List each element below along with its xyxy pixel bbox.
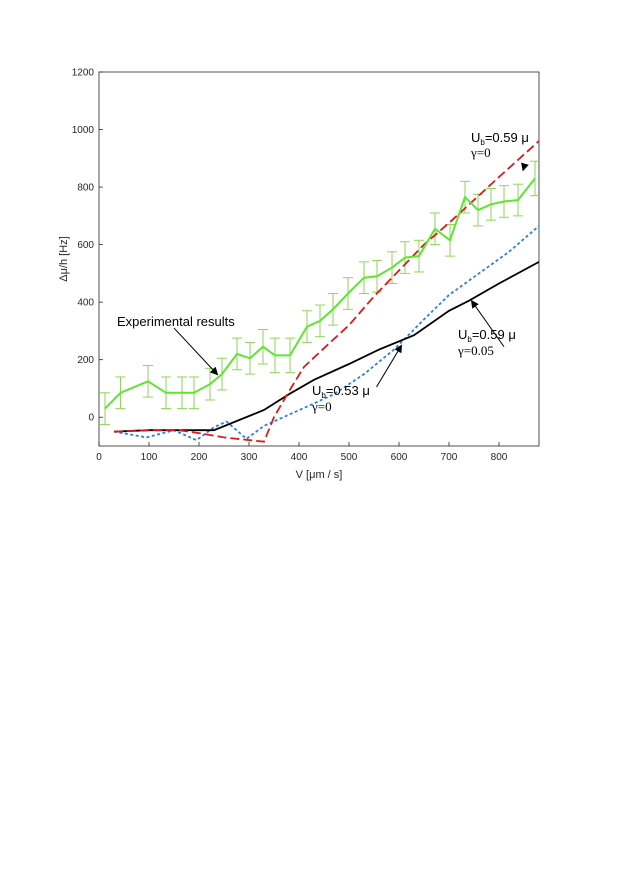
x-tick-label: 500 — [341, 452, 358, 463]
y-tick-label: 800 — [77, 183, 94, 194]
y-axis-label: Δμ/h [Hz] — [58, 236, 70, 281]
y-tick-label: 200 — [77, 355, 94, 366]
annotation-experimental-label: Experimental results — [117, 314, 235, 329]
annotation-u059-gamma005-gamma: γ=0.05 — [457, 343, 494, 358]
annotation-u059-gamma0-label: Ub=0.59 μ — [471, 130, 529, 147]
x-tick-label: 300 — [241, 452, 258, 463]
x-tick-label: 100 — [141, 452, 158, 463]
y-tick-label: 600 — [77, 240, 94, 251]
x-tick-label: 200 — [191, 452, 208, 463]
series-line-u053-gamma0 — [113, 225, 539, 442]
annotation-u059-gamma005: Ub=0.59 μ γ=0.05 — [457, 299, 516, 358]
y-axis-ticks: 0 200 400 600 800 1000 1200 — [72, 68, 103, 424]
series-line-u059-gamma0 — [113, 140, 539, 443]
y-tick-label: 0 — [88, 413, 94, 424]
annotation-experimental-arrow — [173, 327, 219, 376]
annotation-u053-gamma0: Ub=0.53 μ γ=0 — [311, 344, 403, 414]
y-tick-label: 400 — [77, 298, 94, 309]
x-tick-label: 0 — [96, 452, 102, 463]
series-line-experimental — [104, 177, 536, 410]
annotation-u059-gamma005-label: Ub=0.59 μ — [458, 327, 516, 344]
x-tick-label: 600 — [391, 452, 408, 463]
x-axis-label: V [μm / s] — [296, 469, 343, 481]
x-tick-label: 700 — [441, 452, 458, 463]
x-tick-label: 400 — [291, 452, 308, 463]
annotation-u059-gamma0: Ub=0.59 μ γ=0 — [470, 130, 529, 172]
x-tick-label: 800 — [491, 452, 508, 463]
plot-area — [98, 71, 540, 447]
y-tick-label: 1200 — [72, 68, 95, 79]
annotation-u053-gamma0-gamma: γ=0 — [311, 399, 332, 414]
y-tick-label: 1000 — [72, 125, 95, 136]
annotation-u053-gamma0-label: Ub=0.53 μ — [312, 383, 370, 400]
annotation-experimental: Experimental results — [117, 314, 235, 376]
x-axis-ticks: 0 100 200 300 400 500 600 700 800 — [96, 442, 508, 463]
annotation-u059-gamma005-arrow — [470, 299, 505, 348]
annotation-u059-gamma0-gamma: γ=0 — [470, 145, 491, 160]
annotation-u053-gamma0-arrow — [376, 344, 403, 388]
annotation-u059-gamma0-arrow — [521, 162, 529, 172]
